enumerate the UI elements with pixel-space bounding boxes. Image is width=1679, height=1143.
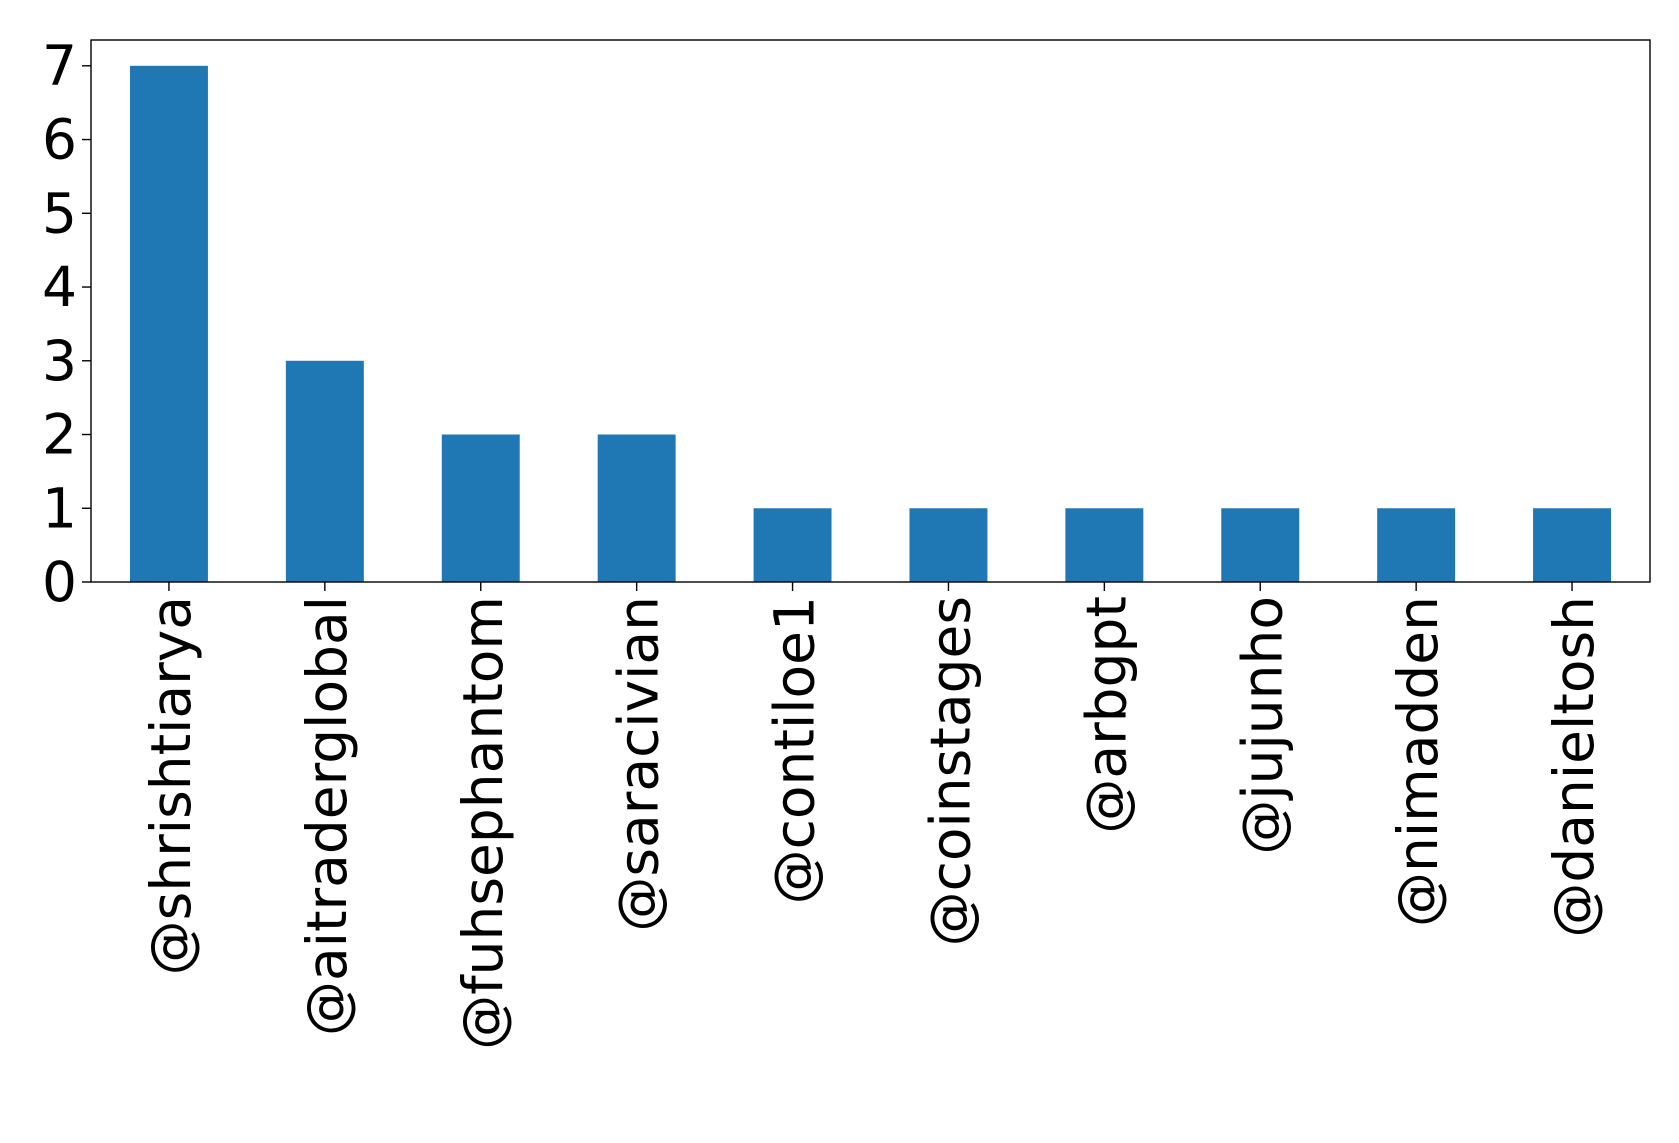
bar-arbgpt	[1065, 508, 1144, 582]
bar-fuhsephantom	[441, 434, 520, 582]
y-axis: 0 1 2 3 4 5 6 7	[42, 34, 91, 614]
plot-frame	[90, 39, 1651, 583]
y-tick-label: 3	[42, 329, 77, 393]
bar-saracivian	[597, 434, 676, 582]
x-tick-label-aitraderglobal: @aitraderglobal	[295, 596, 359, 1036]
x-tick-label-contiloe1: @contiloe1	[763, 596, 827, 904]
bar-coinstages	[909, 508, 988, 582]
x-tick-label-saracivian: @saracivian	[607, 596, 671, 932]
bar-aitraderglobal	[285, 360, 364, 582]
x-tick-label-shrishtiarya: @shrishtiarya	[139, 596, 203, 975]
x-axis: @shrishtiarya @aitraderglobal @fuhsephanto…	[139, 582, 1606, 1050]
bar-shrishtiarya	[129, 65, 208, 583]
y-tick-label: 2	[42, 403, 77, 467]
bar-contiloe1	[753, 508, 832, 582]
x-tick-label-jujunho: @jujunho	[1230, 596, 1294, 855]
y-tick-label: 6	[42, 108, 77, 172]
bar-jujunho	[1221, 508, 1300, 582]
bars-layer	[129, 65, 1612, 583]
y-tick-label: 1	[42, 476, 77, 540]
y-tick-label: 7	[42, 34, 77, 98]
x-tick-label-coinstages: @coinstages	[918, 596, 982, 946]
x-tick-label-arbgpt: @arbgpt	[1074, 596, 1138, 834]
y-tick-label: 4	[42, 255, 77, 319]
x-tick-label-danieltosh: @danieltosh	[1542, 596, 1606, 938]
y-tick-label: 5	[42, 181, 77, 245]
y-tick-label: 0	[42, 550, 77, 614]
bar-nimadden	[1377, 508, 1456, 582]
x-tick-label-fuhsephantom: @fuhsephantom	[451, 596, 515, 1050]
x-tick-label-nimadden: @nimadden	[1386, 596, 1450, 927]
bar-danieltosh	[1533, 508, 1612, 582]
